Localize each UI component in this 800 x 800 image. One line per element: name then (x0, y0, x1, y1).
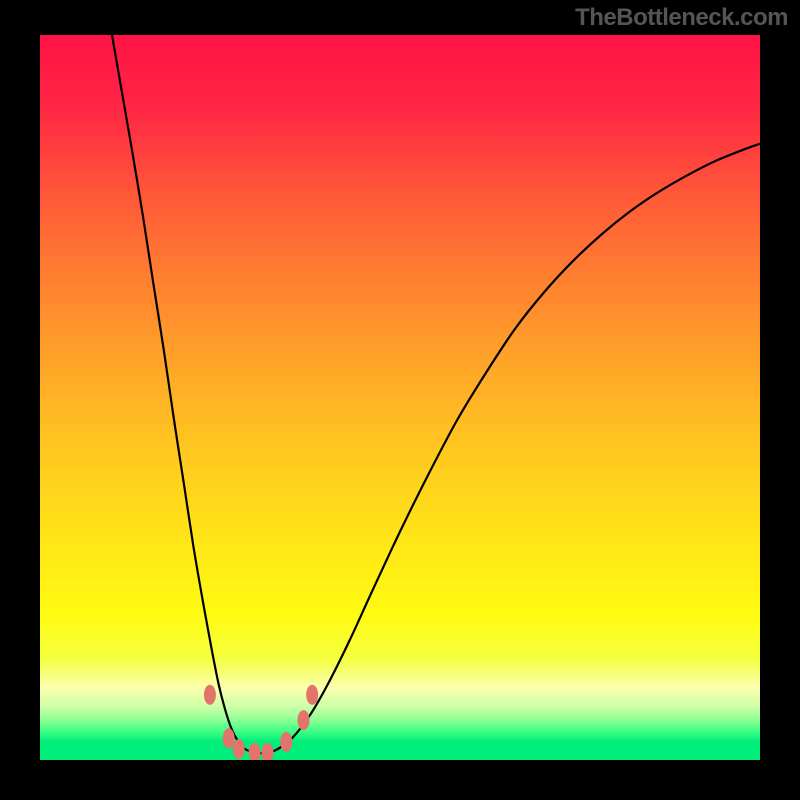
data-marker (298, 710, 310, 730)
data-marker (249, 743, 261, 760)
data-marker (262, 743, 274, 760)
data-marker (306, 685, 318, 705)
data-marker (280, 732, 292, 752)
data-marker (233, 739, 245, 759)
data-marker (223, 728, 235, 748)
watermark-text: TheBottleneck.com (575, 4, 788, 32)
curve-layer (40, 35, 760, 760)
bottleneck-chart-figure: TheBottleneck.com (0, 0, 800, 800)
data-marker (204, 685, 216, 705)
bottleneck-curve (112, 35, 760, 753)
plot-area (40, 35, 760, 760)
